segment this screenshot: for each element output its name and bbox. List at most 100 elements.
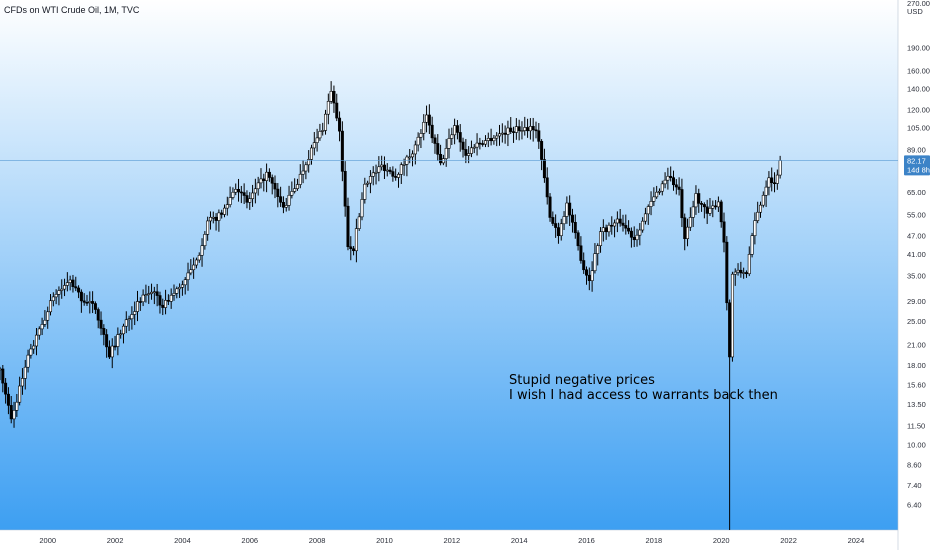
candle-body — [643, 213, 647, 222]
candle-body — [312, 142, 316, 149]
candle-body — [562, 216, 566, 225]
candle-body — [82, 300, 86, 303]
candle — [248, 192, 252, 210]
candle-body — [234, 188, 238, 193]
candle-body — [475, 142, 479, 148]
time-axis[interactable]: 2000 2002 2004 2006 2008 2010 2012 2014 2016 2018… — [39, 536, 864, 545]
plot-area[interactable] — [0, 0, 898, 530]
candle — [26, 349, 30, 373]
candle-body — [211, 216, 215, 219]
candle — [649, 191, 653, 216]
candle-body — [29, 348, 33, 356]
candle — [220, 209, 224, 219]
candle — [172, 284, 176, 301]
candle-body — [20, 378, 24, 387]
candle — [573, 214, 577, 239]
candle — [742, 267, 746, 279]
candle-body — [321, 130, 325, 132]
candle-body — [309, 147, 313, 160]
candle-body — [450, 134, 454, 139]
candle-body — [15, 401, 19, 411]
candle-body — [396, 174, 400, 178]
candle — [610, 216, 614, 235]
candle-body — [85, 302, 89, 304]
candle-body — [579, 245, 583, 261]
candle-body — [183, 279, 187, 286]
candle — [677, 177, 681, 196]
candle-body — [629, 230, 633, 238]
candle-body — [105, 334, 109, 348]
candle-body — [324, 113, 328, 131]
candle — [632, 226, 636, 248]
candle — [262, 173, 266, 192]
candle — [304, 161, 308, 180]
candle — [32, 340, 36, 354]
candle — [402, 158, 406, 176]
candle-body — [624, 225, 628, 229]
candle-body — [26, 354, 30, 368]
candle — [764, 180, 768, 207]
annotation-line-1: Stupid negative prices — [509, 373, 655, 388]
candle-body — [585, 269, 589, 276]
candle-body — [464, 149, 468, 156]
candle-body — [677, 186, 681, 190]
candle — [730, 271, 734, 362]
candle-body — [719, 201, 723, 223]
candle — [6, 387, 10, 415]
candle — [228, 186, 232, 208]
candle-body — [747, 254, 751, 275]
candle-body — [461, 141, 465, 150]
candle-body — [758, 204, 762, 213]
candle-body — [178, 286, 182, 290]
candle — [568, 195, 572, 226]
candle-body — [660, 183, 664, 192]
candle-body — [671, 177, 675, 186]
candle — [736, 263, 740, 276]
candle — [363, 177, 367, 204]
chart-title: CFDs on WTI Crude Oil, 1M, TVC — [4, 5, 140, 15]
candle-body — [77, 287, 81, 293]
candle-body — [573, 222, 577, 234]
candle-body — [357, 216, 361, 229]
candle — [225, 196, 229, 216]
candle-body — [472, 146, 476, 149]
candle — [93, 301, 97, 314]
candle — [138, 297, 142, 311]
candle-body — [551, 217, 555, 224]
candle — [478, 137, 482, 150]
candle-body — [79, 291, 83, 302]
candle-body — [315, 137, 319, 143]
candle — [537, 123, 541, 149]
candle — [374, 164, 378, 185]
candle — [192, 257, 196, 279]
candle — [141, 289, 145, 307]
candle-body — [102, 328, 106, 335]
candle-body — [380, 164, 384, 168]
candle — [91, 291, 95, 314]
candle-body — [399, 164, 403, 175]
candle — [321, 122, 325, 136]
candle-body — [537, 130, 541, 142]
candle — [498, 124, 502, 146]
candle-body — [641, 220, 645, 231]
candle-body — [742, 272, 746, 274]
candle — [276, 183, 280, 208]
candle-body — [366, 182, 370, 185]
candle — [194, 257, 198, 269]
candle-body — [540, 141, 544, 160]
candle — [354, 218, 358, 263]
candle — [189, 259, 193, 276]
candle — [394, 168, 398, 181]
candle — [618, 208, 622, 227]
candle-body — [753, 220, 757, 236]
candle — [200, 238, 204, 267]
candle-body — [217, 212, 221, 221]
x-tick-label: 2014 — [511, 536, 528, 545]
candle — [683, 213, 687, 251]
candle-body — [705, 206, 709, 214]
candle — [43, 310, 47, 327]
candle — [77, 285, 81, 299]
candle — [368, 170, 372, 194]
